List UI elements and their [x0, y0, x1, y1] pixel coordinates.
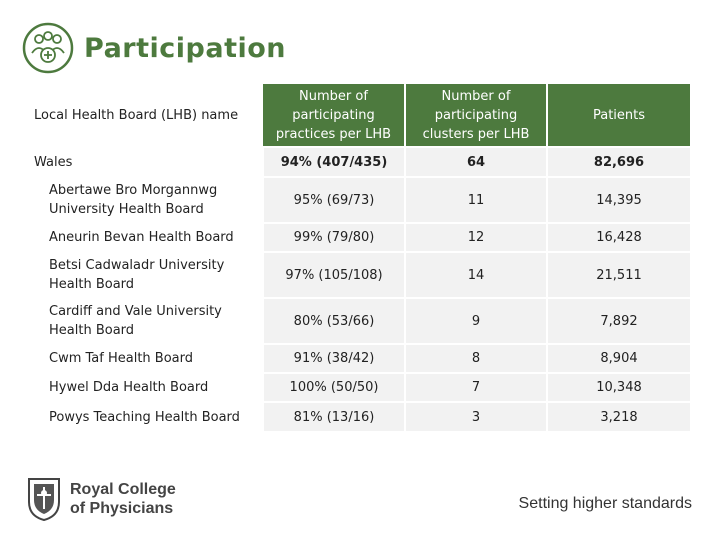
page-header: Participation [22, 20, 286, 76]
rcp-logo: Royal College of Physicians [26, 476, 176, 522]
clusters-cell: 64 [405, 146, 548, 177]
lhb-name-cell: Hywel Dda Health Board [28, 372, 264, 402]
clusters-cell: 3 [405, 401, 548, 431]
participation-table: Local Health Board (LHB) name Number of … [28, 84, 690, 431]
table-row: Aneurin Bevan Health Board 99% (79/80) 1… [28, 222, 690, 252]
rcp-crest-icon [28, 478, 60, 522]
patients-cell: 21,511 [547, 251, 690, 298]
practices-cell: 91% (38/42) [263, 343, 406, 373]
patients-cell: 82,696 [547, 146, 690, 177]
practices-cell: 99% (79/80) [263, 222, 406, 252]
clusters-cell: 11 [405, 176, 548, 223]
logo-line-1: Royal College [70, 481, 176, 498]
table-header-row: Local Health Board (LHB) name Number of … [28, 84, 690, 147]
page-title: Participation [84, 32, 286, 64]
table-row: Powys Teaching Health Board 81% (13/16) … [28, 401, 690, 431]
practices-cell: 97% (105/108) [263, 251, 406, 298]
lhb-name-cell: Cwm Taf Health Board [28, 343, 264, 373]
practices-cell: 95% (69/73) [263, 176, 406, 223]
column-header-patients: Patients [547, 84, 690, 147]
patients-cell: 7,892 [547, 297, 690, 344]
lhb-name-cell: Cardiff and Vale University Health Board [28, 297, 264, 344]
patients-cell: 14,395 [547, 176, 690, 223]
people-network-icon [22, 22, 74, 74]
lhb-name-cell: Abertawe Bro Morgannwg University Health… [28, 176, 264, 223]
lhb-name-cell: Powys Teaching Health Board [28, 401, 264, 431]
table-row: Abertawe Bro Morgannwg University Health… [28, 176, 690, 223]
column-header-practices: Number of participating practices per LH… [263, 84, 406, 147]
practices-cell: 80% (53/66) [263, 297, 406, 344]
lhb-name-cell: Wales [28, 146, 264, 177]
clusters-cell: 14 [405, 251, 548, 298]
lhb-name-cell: Aneurin Bevan Health Board [28, 222, 264, 252]
table-row: Cardiff and Vale University Health Board… [28, 297, 690, 344]
table-row: Cwm Taf Health Board 91% (38/42) 8 8,904 [28, 343, 690, 373]
patients-cell: 10,348 [547, 372, 690, 402]
practices-cell: 94% (407/435) [263, 146, 406, 177]
table-row: Hywel Dda Health Board 100% (50/50) 7 10… [28, 372, 690, 402]
clusters-cell: 7 [405, 372, 548, 402]
tagline: Setting higher standards [518, 495, 692, 512]
clusters-cell: 9 [405, 297, 548, 344]
practices-cell: 100% (50/50) [263, 372, 406, 402]
clusters-cell: 8 [405, 343, 548, 373]
patients-cell: 16,428 [547, 222, 690, 252]
column-header-lhb-name: Local Health Board (LHB) name [28, 84, 263, 147]
logo-line-2: of Physicians [70, 500, 174, 517]
practices-cell: 81% (13/16) [263, 401, 406, 431]
lhb-name-cell: Betsi Cadwaladr University Health Board [28, 251, 264, 298]
table-row-wales: Wales 94% (407/435) 64 82,696 [28, 146, 690, 177]
patients-cell: 3,218 [547, 401, 690, 431]
column-header-clusters: Number of participating clusters per LHB [405, 84, 548, 147]
table-row: Betsi Cadwaladr University Health Board … [28, 251, 690, 298]
patients-cell: 8,904 [547, 343, 690, 373]
clusters-cell: 12 [405, 222, 548, 252]
